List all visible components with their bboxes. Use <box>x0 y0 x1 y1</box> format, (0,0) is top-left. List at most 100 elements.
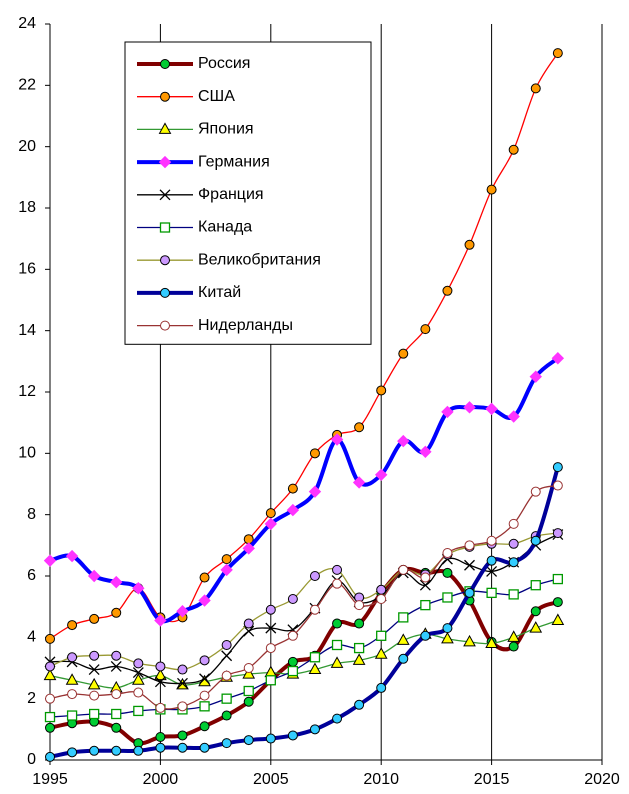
marker <box>420 324 431 335</box>
marker <box>287 730 298 741</box>
series-line <box>49 484 559 710</box>
y-tick-label: 10 <box>18 445 36 462</box>
marker <box>199 655 210 666</box>
marker <box>507 410 520 423</box>
marker <box>552 528 563 539</box>
y-tick-label: 18 <box>18 199 36 216</box>
x-tick-label: 2010 <box>363 771 399 788</box>
marker <box>67 652 78 663</box>
marker <box>131 673 145 685</box>
marker <box>376 682 387 693</box>
marker <box>111 708 122 720</box>
marker <box>67 689 78 700</box>
marker <box>133 658 144 669</box>
marker <box>287 594 298 604</box>
y-tick-label: 20 <box>18 138 36 155</box>
marker <box>111 607 122 618</box>
marker <box>221 640 232 650</box>
series-line <box>49 532 558 671</box>
y-tick-label: 2 <box>27 690 36 707</box>
marker <box>398 348 409 359</box>
marker <box>221 650 233 662</box>
marker <box>45 693 55 704</box>
marker <box>419 579 431 591</box>
series-line <box>49 466 560 759</box>
marker <box>529 621 543 633</box>
marker <box>398 653 409 664</box>
marker <box>309 652 321 663</box>
marker <box>43 554 57 567</box>
x-tick-label: 2000 <box>143 771 179 788</box>
marker <box>486 184 497 195</box>
marker <box>111 689 122 700</box>
marker <box>442 592 453 603</box>
marker <box>508 144 519 155</box>
marker <box>376 385 387 396</box>
marker <box>287 630 298 641</box>
y-tick-label: 14 <box>18 322 36 339</box>
marker <box>354 600 365 611</box>
marker <box>508 518 519 529</box>
marker <box>332 713 343 724</box>
marker <box>155 732 166 742</box>
series-line <box>49 619 559 689</box>
marker <box>464 540 475 551</box>
legend-label: Германия <box>198 153 270 170</box>
marker <box>442 548 453 558</box>
marker <box>508 557 519 568</box>
marker <box>552 48 563 59</box>
marker <box>198 594 211 607</box>
marker <box>199 572 210 583</box>
marker <box>486 555 497 566</box>
marker <box>420 599 431 611</box>
marker <box>308 662 322 675</box>
marker <box>65 549 79 563</box>
y-tick-label: 0 <box>27 751 36 768</box>
marker <box>265 675 276 686</box>
marker <box>66 710 78 721</box>
marker <box>332 578 343 589</box>
marker <box>110 575 123 589</box>
marker <box>354 699 365 710</box>
marker <box>287 656 298 667</box>
marker <box>442 623 453 634</box>
legend-marker <box>160 59 170 69</box>
legend-label: Япония <box>198 121 254 138</box>
marker <box>397 434 410 448</box>
marker <box>132 667 144 679</box>
marker <box>177 742 188 753</box>
marker <box>396 633 410 645</box>
marker <box>354 422 365 433</box>
series-line <box>49 356 560 624</box>
marker <box>177 664 188 675</box>
marker <box>265 604 276 615</box>
marker <box>154 668 167 681</box>
marker <box>111 650 122 661</box>
marker <box>242 542 255 555</box>
marker <box>110 661 122 672</box>
marker <box>530 606 541 617</box>
marker <box>155 661 166 672</box>
marker <box>442 567 453 578</box>
marker <box>486 587 497 599</box>
legend-label: Великобритания <box>198 251 321 268</box>
legend-marker <box>158 155 172 169</box>
marker <box>530 580 541 591</box>
marker <box>243 618 254 629</box>
marker <box>45 722 55 733</box>
marker <box>155 702 166 713</box>
y-tick-label: 4 <box>27 629 36 646</box>
marker <box>551 352 565 365</box>
legend-label: Нидерланды <box>198 317 293 334</box>
legend-label: Россия <box>198 55 250 72</box>
marker <box>265 643 276 654</box>
marker <box>507 630 521 642</box>
marker <box>67 747 78 758</box>
marker <box>352 476 366 489</box>
marker <box>155 742 166 753</box>
marker <box>441 631 454 644</box>
marker <box>221 710 232 721</box>
marker <box>220 563 233 577</box>
marker <box>243 663 254 673</box>
marker <box>552 480 563 491</box>
